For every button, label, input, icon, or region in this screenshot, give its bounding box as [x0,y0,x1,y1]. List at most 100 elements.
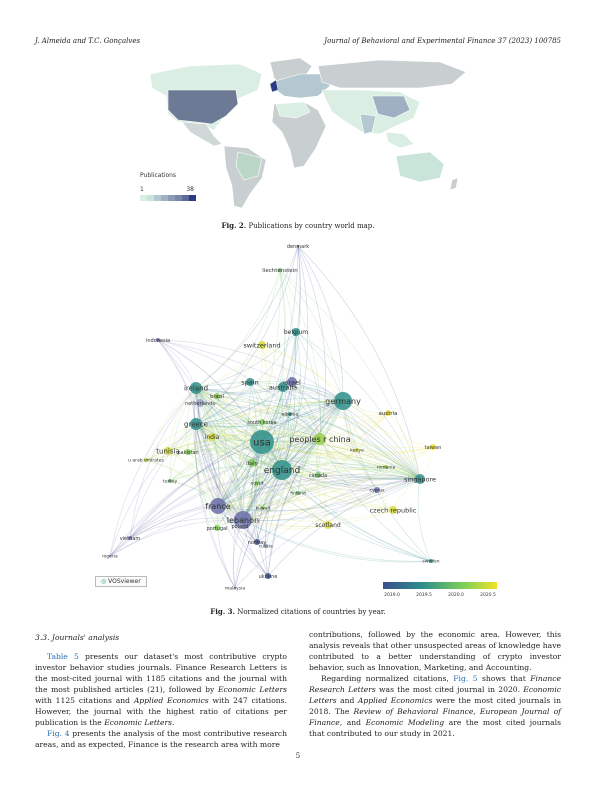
network-node-label: sweden [422,559,439,565]
network-node [210,498,226,514]
network-node-label: spain [241,378,258,386]
network-edge [281,469,378,491]
network-edge [217,438,321,507]
network-edge [195,423,432,562]
network-edge [217,478,421,512]
network-node-label: brazil [210,394,224,400]
network-edge [297,475,421,494]
network-edge [199,402,244,521]
network-node [109,555,111,557]
network-node [415,474,425,484]
network-edge [157,339,344,402]
network-node-label: norway [248,540,266,546]
network-node [272,460,292,480]
network-edge [195,423,267,547]
network-edge [297,245,344,402]
network-edge [217,381,251,507]
network-edge [109,400,344,557]
network-node-label: turkey [163,479,178,485]
network-node-label: poland [231,524,248,530]
network-edge [267,400,344,577]
network-edge [242,412,389,521]
network-node-label: greece [184,420,208,428]
network-node-label: indonesia [146,338,170,344]
network-edge [157,339,197,425]
network-edge [216,400,344,529]
network-node-label: netherlands [185,401,215,407]
network-edge [342,400,378,491]
network-node [196,399,204,407]
network-edge [254,441,269,577]
network-edge [319,438,421,480]
network-edge [157,339,263,443]
network-node-label: kenya [350,448,364,454]
network-edge [129,505,219,539]
network-edge [195,423,299,494]
network-edge [195,387,421,480]
network-node [259,419,265,425]
network-node [214,525,220,531]
network-edge [261,344,344,402]
network-node-label: egypt [251,481,264,487]
network-edge [195,412,389,434]
network-node-label: austria [378,411,397,417]
network-edge [186,387,197,453]
map-region-europe [271,73,331,99]
network-edge [261,441,394,511]
network-edge [239,400,344,527]
network-node-label: taiwan [425,445,442,451]
network-edge [216,395,321,440]
network-node-label: singapore [404,475,436,483]
network-edge [279,269,421,480]
running-header-journal: Journal of Behavioral and Experimental F… [324,37,561,45]
network-edge [195,387,299,494]
network-edge [195,387,267,547]
network-edge [216,395,283,471]
network-node-label: nigeria [102,554,118,560]
network-edge [129,517,244,539]
network-edge [195,387,263,423]
left-column: Table 5 presents our dataset's most cont… [35,651,287,750]
left-paragraph-2: Fig. 4 presents the analysis of the most… [35,729,288,749]
network-edge [342,400,421,480]
network-edge [167,387,197,452]
network-node [248,459,256,467]
network-edge [211,436,244,521]
network-edge [217,474,319,507]
network-node [292,328,300,336]
network-edge [319,438,434,453]
legend-swatch [154,195,161,201]
network-node [355,448,359,452]
network-node [389,506,397,514]
network-edge [265,400,344,547]
map-region-new-zealand [449,177,459,191]
network-node [288,412,292,416]
network-node [168,479,172,483]
network-edge [195,387,378,491]
network-edge [261,441,421,480]
network-edge [195,423,421,480]
table5-link[interactable]: Table 5 [47,652,79,661]
map-region-africa [271,101,327,169]
network-edge [157,339,321,440]
network-edge [281,463,421,480]
network-edge [217,489,378,512]
network-edge [249,381,421,480]
network-edge [217,466,387,507]
fig4-link[interactable]: Fig. 4 [47,729,70,738]
network-edge [265,469,283,577]
network-edge [242,474,319,521]
map-legend-swatches [140,195,196,201]
fig5-link[interactable]: Fig. 5 [453,674,478,683]
network-edge [129,387,197,539]
map-legend-min: 1 [140,186,144,193]
network-edge [217,438,321,507]
network-edge [195,387,244,521]
network-node-label: czech republic [370,506,417,514]
map-region-north-africa [275,101,311,119]
running-header-authors: J. Almeida and T.C. Gonçalves [35,37,141,45]
network-edge [109,469,283,557]
network-edge [129,469,283,539]
network-edge [261,245,301,443]
network-edge [157,339,219,507]
